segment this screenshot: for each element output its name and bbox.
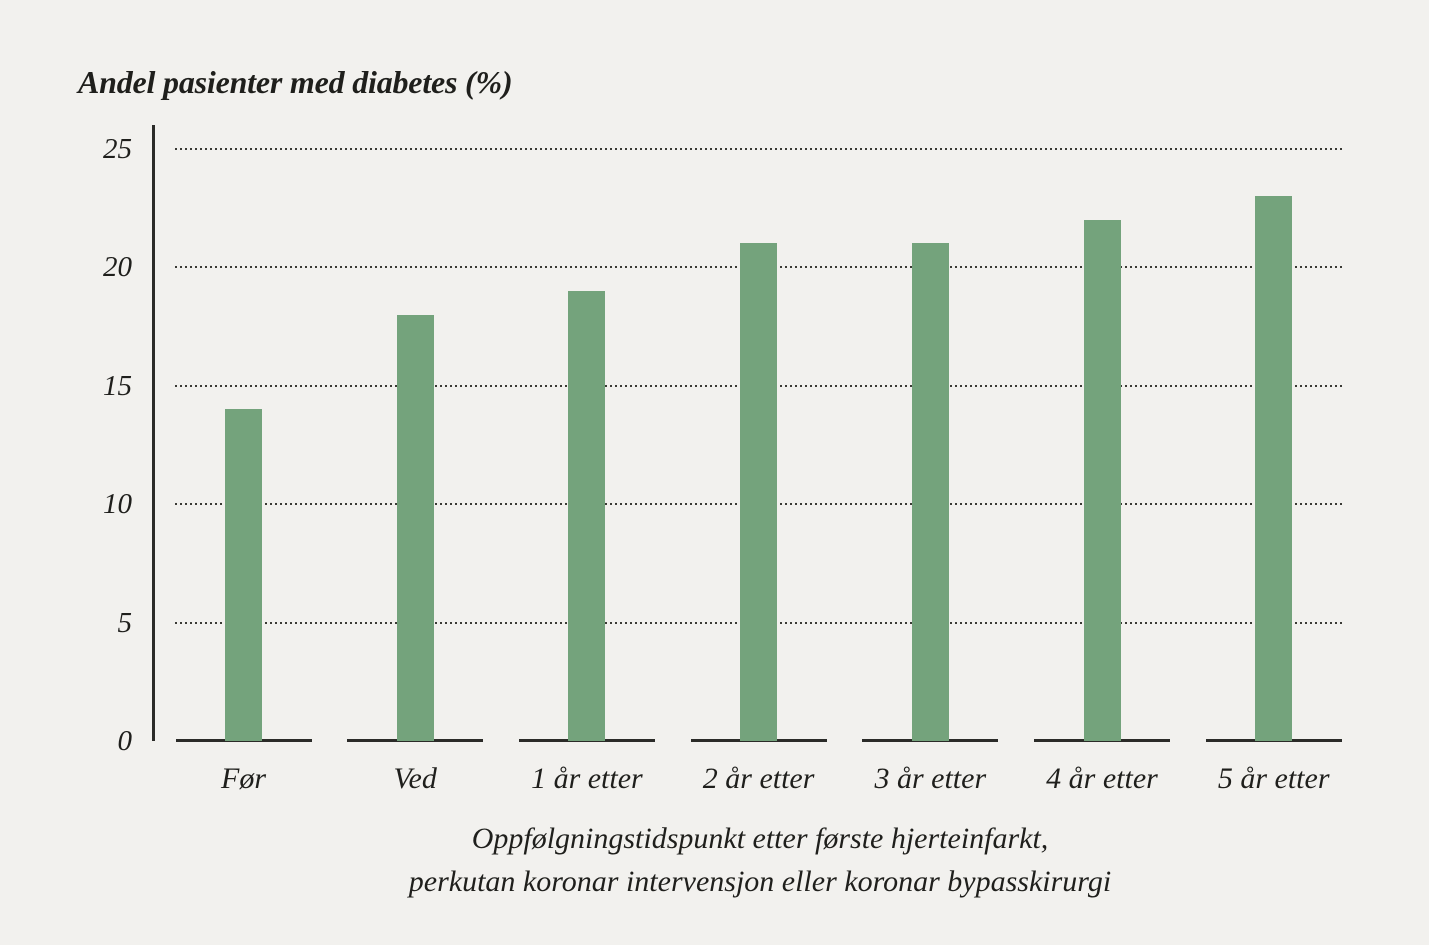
y-tick-label-5: 5	[117, 606, 133, 639]
x-axis-caption: Oppfølgningstidspunkt etter første hjert…	[175, 817, 1345, 903]
x-tick-label-2: Ved	[393, 762, 437, 795]
x-tick-label-3: 1 år etter	[531, 762, 643, 795]
x-tick-label-6: 4 år etter	[1046, 762, 1158, 795]
bar-ved	[396, 314, 434, 741]
gridline-25	[175, 147, 1345, 150]
x-tick-label-7: 5 år etter	[1217, 762, 1330, 795]
plot-area: 0 5 10 15 20 25 Før Ved 1 år etter 2 år etter 3 år…	[103, 125, 1345, 795]
bar-før	[225, 409, 262, 741]
x-axis-caption-line-1: Oppfølgningstidspunkt etter første hjert…	[471, 822, 1049, 855]
x-tick-label-4: 2 år etter	[702, 762, 815, 795]
y-tick-label-0: 0	[117, 725, 133, 757]
bar-2-år-etter	[740, 243, 778, 741]
x-tick-label-1: Før	[221, 762, 266, 795]
y-tick-label-25: 25	[103, 132, 132, 165]
y-tick-label-15: 15	[103, 369, 132, 402]
bar-1-år-etter	[568, 290, 606, 741]
x-tick-label-5: 3 år etter	[874, 762, 987, 795]
x-axis-caption-line-2: perkutan koronar intervensjon eller koro…	[408, 865, 1112, 898]
y-tick-label-20: 20	[103, 251, 132, 284]
bar-5-år-etter	[1255, 196, 1293, 741]
y-axis-line	[152, 125, 155, 741]
bar-4-år-etter	[1083, 219, 1121, 741]
bar-3-år-etter	[911, 243, 949, 741]
chart-title: Andel pasienter med diabetes (%)	[78, 64, 513, 100]
y-tick-label-10: 10	[103, 488, 132, 521]
